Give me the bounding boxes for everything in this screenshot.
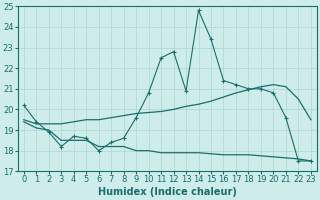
X-axis label: Humidex (Indice chaleur): Humidex (Indice chaleur) <box>98 187 237 197</box>
